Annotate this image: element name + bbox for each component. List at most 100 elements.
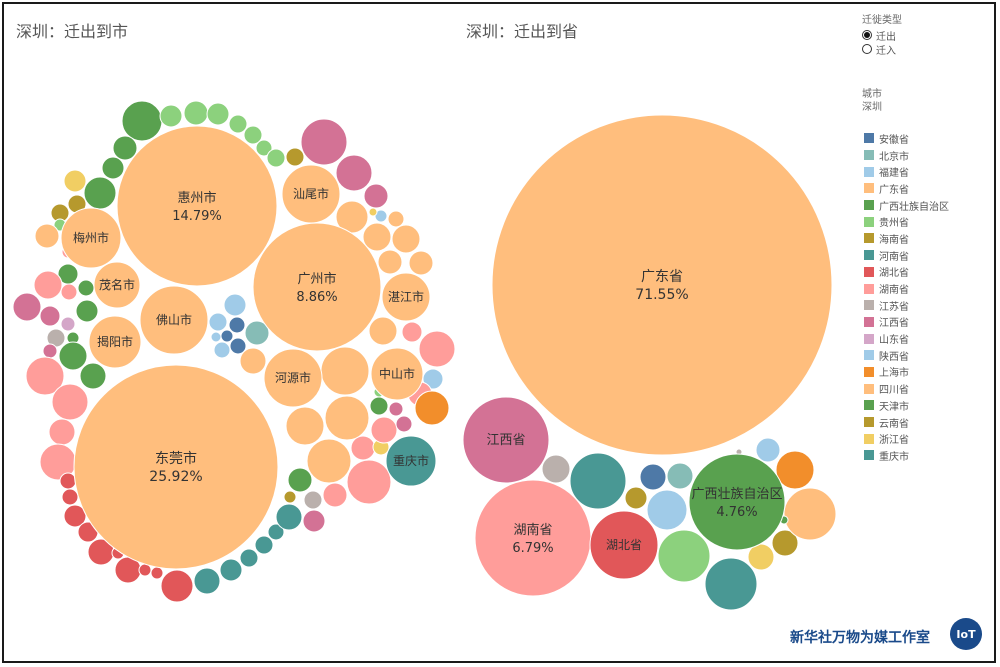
bubble[interactable] (287, 467, 313, 493)
bubble[interactable] (254, 535, 274, 555)
bubble-labeled[interactable] (73, 364, 279, 570)
bubble[interactable] (255, 139, 273, 157)
bubble[interactable] (213, 341, 231, 359)
bubble[interactable] (228, 114, 248, 134)
bubble-labeled[interactable] (60, 207, 122, 269)
legend-item[interactable]: 陕西省 (864, 347, 949, 364)
bubble[interactable] (370, 416, 398, 444)
legend-item[interactable]: 福建省 (864, 163, 949, 180)
legend-item[interactable]: 北京市 (864, 147, 949, 164)
bubble[interactable] (228, 316, 246, 334)
bubble[interactable] (369, 396, 389, 416)
bubble[interactable] (77, 279, 95, 297)
legend-item[interactable]: 山东省 (864, 330, 949, 347)
bubble[interactable] (239, 347, 267, 375)
bubble[interactable] (704, 557, 758, 611)
radio-in-icon[interactable] (862, 44, 872, 54)
bubble[interactable] (362, 222, 392, 252)
bubble[interactable] (59, 472, 77, 490)
legend-item[interactable]: 江苏省 (864, 297, 949, 314)
bubble[interactable] (775, 450, 815, 490)
legend-item[interactable]: 广东省 (864, 180, 949, 197)
bubble[interactable] (48, 418, 76, 446)
bubble[interactable] (34, 223, 60, 249)
legend-item[interactable]: 河南省 (864, 247, 949, 264)
bubble[interactable] (220, 329, 234, 343)
bubble[interactable] (219, 558, 243, 582)
bubble[interactable] (83, 176, 117, 210)
bubble[interactable] (395, 415, 413, 433)
bubble[interactable] (541, 454, 571, 484)
bubble-labeled[interactable] (589, 510, 659, 580)
bubble-labeled[interactable] (491, 114, 833, 456)
bubble[interactable] (101, 156, 125, 180)
legend-item[interactable]: 浙江省 (864, 430, 949, 447)
bubble[interactable] (569, 452, 627, 510)
radio-in[interactable]: 迁入 (862, 42, 896, 57)
bubble[interactable] (60, 316, 76, 332)
bubble[interactable] (267, 523, 285, 541)
radio-out[interactable]: 迁出 (862, 28, 896, 43)
legend-item[interactable]: 江西省 (864, 314, 949, 331)
bubble[interactable] (408, 250, 434, 276)
bubble[interactable] (208, 312, 228, 332)
bubble[interactable] (275, 503, 303, 531)
bubble[interactable] (346, 459, 392, 505)
bubble[interactable] (60, 283, 78, 301)
bubble-labeled[interactable] (370, 347, 424, 401)
bubble-labeled[interactable] (116, 125, 278, 287)
bubble[interactable] (75, 299, 99, 323)
bubble[interactable] (377, 249, 403, 275)
legend-item[interactable]: 广西壮族自治区 (864, 197, 949, 214)
bubble[interactable] (285, 147, 305, 167)
bubble-labeled[interactable] (381, 272, 431, 322)
bubble[interactable] (63, 169, 87, 193)
legend-item[interactable]: 上海市 (864, 364, 949, 381)
legend-item[interactable]: 湖北省 (864, 264, 949, 281)
bubble-labeled[interactable] (263, 348, 323, 408)
bubble[interactable] (160, 569, 194, 603)
bubble[interactable] (300, 118, 348, 166)
legend-item[interactable]: 海南省 (864, 230, 949, 247)
bubble[interactable] (666, 462, 694, 490)
bubble[interactable] (42, 343, 58, 359)
bubble[interactable] (243, 125, 263, 145)
bubble[interactable] (61, 488, 79, 506)
bubble[interactable] (183, 100, 209, 126)
bubble[interactable] (387, 210, 405, 228)
bubble[interactable] (266, 148, 286, 168)
radio-out-icon[interactable] (862, 30, 872, 40)
bubble-labeled[interactable] (474, 479, 592, 597)
bubble[interactable] (283, 490, 297, 504)
bubble[interactable] (368, 207, 378, 217)
bubble[interactable] (223, 293, 247, 317)
bubble[interactable] (350, 435, 376, 461)
bubble[interactable] (783, 487, 837, 541)
bubble-labeled[interactable] (88, 315, 142, 369)
bubble[interactable] (771, 529, 799, 557)
legend-item[interactable]: 湖南省 (864, 280, 949, 297)
bubble[interactable] (206, 102, 230, 126)
bubble[interactable] (121, 100, 163, 142)
bubble[interactable] (306, 438, 352, 484)
bubble[interactable] (51, 383, 89, 421)
bubble[interactable] (391, 224, 421, 254)
bubble[interactable] (229, 337, 247, 355)
legend-item[interactable]: 天津市 (864, 397, 949, 414)
legend-item[interactable]: 四川省 (864, 380, 949, 397)
bubble-labeled[interactable] (93, 261, 141, 309)
bubble[interactable] (33, 270, 63, 300)
bubble[interactable] (159, 104, 183, 128)
bubble[interactable] (12, 292, 42, 322)
bubble[interactable] (25, 356, 65, 396)
bubble[interactable] (150, 566, 164, 580)
legend-item[interactable]: 重庆市 (864, 447, 949, 464)
bubble-labeled[interactable] (281, 164, 341, 224)
bubble[interactable] (112, 135, 138, 161)
bubble[interactable] (244, 320, 270, 346)
bubble[interactable] (388, 401, 404, 417)
bubble[interactable] (322, 482, 348, 508)
bubble[interactable] (657, 529, 711, 583)
bubble[interactable] (401, 321, 423, 343)
